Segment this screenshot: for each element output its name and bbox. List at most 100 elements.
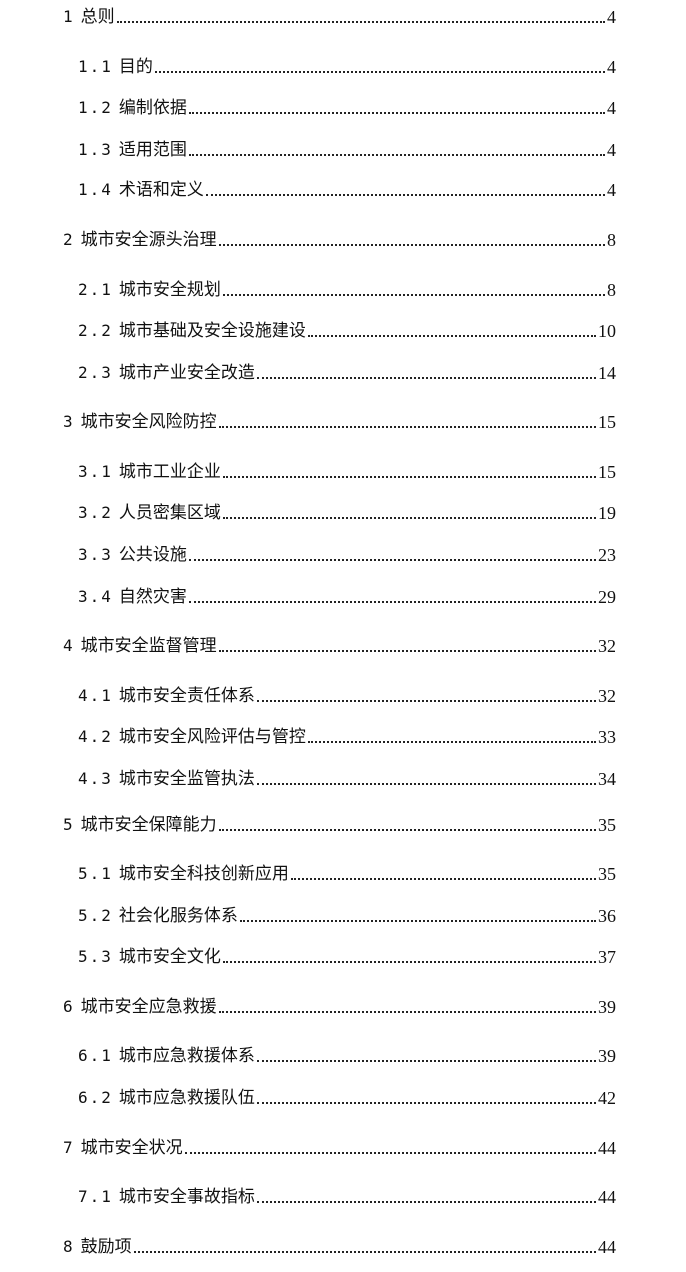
- toc-section-entry[interactable]: 2.3 城市产业安全改造 14: [78, 361, 616, 385]
- entry-title: 自然灾害: [118, 587, 187, 607]
- entry-page-number: 44: [598, 1187, 616, 1207]
- toc-chapter-entry[interactable]: 8 鼓励项 44: [63, 1235, 616, 1259]
- entry-number: 4.2: [78, 727, 113, 746]
- toc-chapter-entry[interactable]: 7 城市安全状况 44: [63, 1136, 616, 1160]
- entry-page-number: 42: [598, 1088, 616, 1108]
- toc-section-entry[interactable]: 3.1 城市工业企业 15: [78, 460, 616, 484]
- entry-number: 1.2: [78, 98, 113, 117]
- entry-title: 人员密集区域: [118, 503, 221, 523]
- toc-section-entry[interactable]: 4.3 城市安全监管执法 34: [78, 767, 616, 791]
- entry-number: 3.2: [78, 503, 113, 522]
- entry-page-number: 4: [607, 7, 616, 27]
- entry-number: 7.1: [78, 1187, 113, 1206]
- entry-title: 城市工业企业: [118, 462, 221, 482]
- toc-chapter-entry[interactable]: 6 城市安全应急救援 39: [63, 995, 616, 1019]
- entry-page-number: 19: [598, 503, 616, 523]
- entry-page-number: 36: [598, 906, 616, 926]
- entry-page-number: 32: [598, 636, 616, 656]
- entry-number: 4.1: [78, 686, 113, 705]
- dot-leader: [222, 294, 605, 296]
- entry-page-number: 4: [607, 180, 616, 200]
- toc-section-entry[interactable]: 5.3 城市安全文化 37: [78, 945, 616, 969]
- dot-leader: [205, 194, 605, 196]
- dot-leader: [307, 335, 596, 337]
- entry-number: 2.3: [78, 363, 113, 382]
- toc-section-entry[interactable]: 3.4 自然灾害 29: [78, 585, 616, 609]
- entry-page-number: 39: [598, 997, 616, 1017]
- toc-section-entry[interactable]: 1.2 编制依据 4: [78, 96, 616, 120]
- entry-title: 城市安全风险评估与管控: [118, 727, 306, 747]
- toc-section-entry[interactable]: 6.2 城市应急救援队伍 42: [78, 1086, 616, 1110]
- dot-leader: [188, 601, 596, 603]
- toc-section-entry[interactable]: 5.2 社会化服务体系 36: [78, 904, 616, 928]
- toc-section-entry[interactable]: 4.2 城市安全风险评估与管控 33: [78, 725, 616, 749]
- toc-chapter-entry[interactable]: 1 总则 4: [63, 5, 616, 29]
- entry-title: 城市安全规划: [118, 280, 221, 300]
- toc-section-entry[interactable]: 4.1 城市安全责任体系 32: [78, 684, 616, 708]
- dot-leader: [307, 741, 596, 743]
- entry-title: 总则: [80, 7, 115, 27]
- entry-page-number: 39: [598, 1046, 616, 1066]
- dot-leader: [116, 21, 605, 23]
- entry-title: 术语和定义: [118, 180, 204, 200]
- dot-leader: [256, 377, 596, 379]
- entry-page-number: 8: [607, 280, 616, 300]
- dot-leader: [222, 961, 596, 963]
- entry-number: 3: [63, 412, 75, 431]
- entry-number: 8: [63, 1237, 75, 1256]
- entry-title: 城市产业安全改造: [118, 363, 255, 383]
- dot-leader: [222, 517, 596, 519]
- toc-section-entry[interactable]: 1.3 适用范围 4: [78, 138, 616, 162]
- toc-section-entry[interactable]: 7.1 城市安全事故指标 44: [78, 1185, 616, 1209]
- entry-title: 城市安全责任体系: [118, 686, 255, 706]
- entry-page-number: 34: [598, 769, 616, 789]
- entry-number: 3.1: [78, 462, 113, 481]
- entry-page-number: 15: [598, 412, 616, 432]
- entry-title: 城市安全文化: [118, 947, 221, 967]
- entry-number: 2.1: [78, 280, 113, 299]
- dot-leader: [218, 244, 605, 246]
- toc-chapter-entry[interactable]: 4 城市安全监督管理 32: [63, 634, 616, 658]
- toc-chapter-entry[interactable]: 2 城市安全源头治理 8: [63, 228, 616, 252]
- dot-leader: [256, 1201, 596, 1203]
- toc-section-entry[interactable]: 3.3 公共设施 23: [78, 543, 616, 567]
- toc-section-entry[interactable]: 5.1 城市安全科技创新应用 35: [78, 862, 616, 886]
- entry-number: 5.3: [78, 947, 113, 966]
- entry-number: 6.2: [78, 1088, 113, 1107]
- toc-section-entry[interactable]: 2.2 城市基础及安全设施建设 10: [78, 319, 616, 343]
- toc-section-entry[interactable]: 6.1 城市应急救援体系 39: [78, 1044, 616, 1068]
- entry-title: 城市安全监管执法: [118, 769, 255, 789]
- toc-chapter-entry[interactable]: 3 城市安全风险防控 15: [63, 410, 616, 434]
- dot-leader: [256, 1102, 596, 1104]
- dot-leader: [184, 1152, 596, 1154]
- entry-number: 1.3: [78, 140, 113, 159]
- entry-title: 鼓励项: [80, 1237, 132, 1257]
- entry-page-number: 4: [607, 140, 616, 160]
- dot-leader: [218, 426, 596, 428]
- entry-number: 7: [63, 1138, 75, 1157]
- entry-title: 适用范围: [118, 140, 187, 160]
- entry-number: 1.1: [78, 57, 113, 76]
- entry-number: 3.3: [78, 545, 113, 564]
- toc-section-entry[interactable]: 1.4 术语和定义 4: [78, 178, 616, 202]
- entry-title: 城市安全保障能力: [80, 815, 217, 835]
- toc-section-entry[interactable]: 1.1 目的 4: [78, 55, 616, 79]
- toc-chapter-entry[interactable]: 5 城市安全保障能力 35: [63, 813, 616, 837]
- entry-title: 城市基础及安全设施建设: [118, 321, 306, 341]
- dot-leader: [133, 1251, 596, 1253]
- entry-page-number: 33: [598, 727, 616, 747]
- dot-leader: [188, 154, 605, 156]
- dot-leader: [188, 112, 605, 114]
- entry-number: 1: [63, 7, 75, 26]
- toc-section-entry[interactable]: 2.1 城市安全规划 8: [78, 278, 616, 302]
- entry-page-number: 14: [598, 363, 616, 383]
- entry-title: 城市应急救援队伍: [118, 1088, 255, 1108]
- entry-page-number: 4: [607, 57, 616, 77]
- dot-leader: [290, 878, 596, 880]
- entry-number: 4.3: [78, 769, 113, 788]
- entry-page-number: 37: [598, 947, 616, 967]
- entry-page-number: 35: [598, 864, 616, 884]
- entry-page-number: 44: [598, 1138, 616, 1158]
- toc-section-entry[interactable]: 3.2 人员密集区域 19: [78, 501, 616, 525]
- entry-title: 城市安全事故指标: [118, 1187, 255, 1207]
